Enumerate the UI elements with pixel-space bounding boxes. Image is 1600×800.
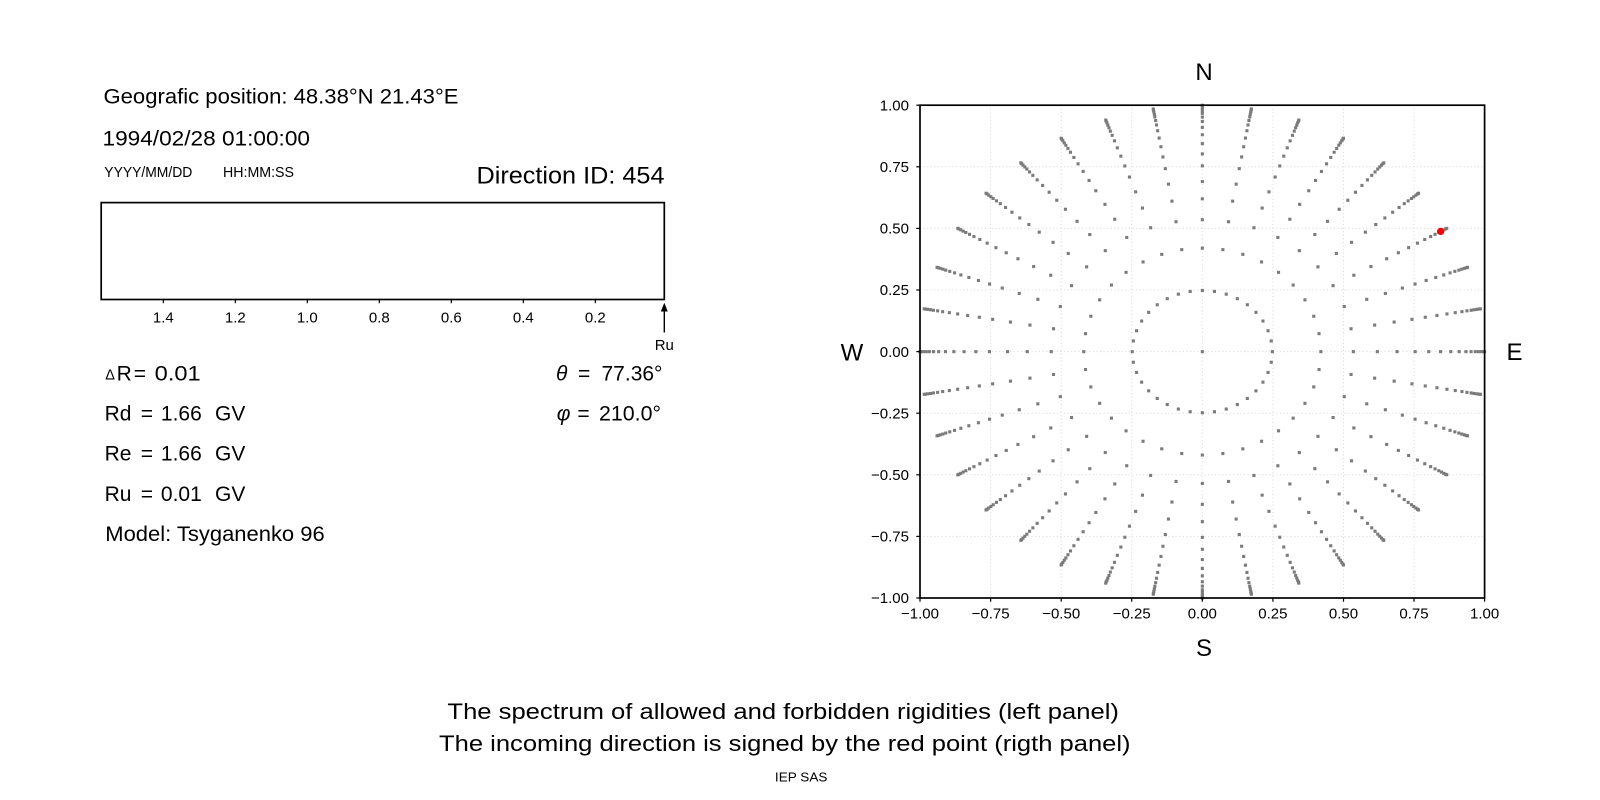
svg-text:θ=77.36°: θ = 77.36°	[556, 363, 662, 386]
svg-text:0.75: 0.75	[1399, 605, 1428, 622]
svg-text:N: N	[1195, 59, 1212, 86]
svg-text:1.00: 1.00	[1470, 605, 1499, 622]
svg-text:−0.25: −0.25	[871, 405, 909, 422]
svg-text:E: E	[1506, 339, 1522, 366]
svg-text:The spectrum of allowed and fo: The spectrum of allowed and forbidden ri…	[447, 699, 1119, 724]
svg-text:0.4: 0.4	[513, 309, 534, 326]
svg-text:1.00: 1.00	[880, 97, 909, 114]
svg-text:0.25: 0.25	[1258, 605, 1287, 622]
svg-text:−0.50: −0.50	[1042, 605, 1080, 622]
svg-text:0.00: 0.00	[880, 344, 909, 361]
svg-text:1.0: 1.0	[297, 309, 318, 326]
svg-text:0.00: 0.00	[1188, 605, 1217, 622]
svg-text:−0.25: −0.25	[1113, 605, 1151, 622]
svg-text:−0.75: −0.75	[972, 605, 1010, 622]
svg-text:Ru: Ru	[655, 337, 674, 354]
svg-text:YYYY/MM/DD: YYYY/MM/DD	[104, 164, 192, 181]
svg-text:S: S	[1196, 635, 1212, 662]
svg-text:−0.50: −0.50	[871, 467, 909, 484]
svg-text:Direction ID: 454: Direction ID: 454	[477, 163, 665, 190]
svg-text:0.50: 0.50	[880, 221, 909, 238]
svg-text:−1.00: −1.00	[901, 605, 939, 622]
svg-text:0.75: 0.75	[880, 159, 909, 176]
svg-text:ΔR=0.01: ΔR= 0.01	[105, 363, 201, 386]
svg-text:1994/02/28 01:00:00: 1994/02/28 01:00:00	[103, 128, 311, 151]
svg-text:−0.75: −0.75	[871, 529, 909, 546]
svg-text:IEP SAS: IEP SAS	[775, 771, 828, 785]
svg-text:HH:MM:SS: HH:MM:SS	[223, 164, 294, 181]
svg-text:0.6: 0.6	[441, 309, 462, 326]
svg-text:φ=210.0°: φ = 210.0°	[557, 403, 661, 426]
svg-text:0.50: 0.50	[1329, 605, 1358, 622]
svg-text:1.4: 1.4	[153, 309, 174, 326]
svg-text:1.2: 1.2	[225, 309, 246, 326]
svg-text:0.2: 0.2	[585, 309, 606, 326]
svg-text:W: W	[841, 339, 864, 366]
svg-text:0.25: 0.25	[880, 282, 909, 299]
svg-text:0.8: 0.8	[369, 309, 390, 326]
svg-text:The incoming direction is sign: The incoming direction is signed by the …	[439, 731, 1131, 756]
svg-text:Model: Tsyganenko 96: Model: Tsyganenko 96	[105, 523, 324, 546]
svg-text:−1.00: −1.00	[871, 590, 909, 607]
svg-text:Geografic position: 48.38°N 21: Geografic position: 48.38°N 21.43°E	[104, 86, 459, 109]
